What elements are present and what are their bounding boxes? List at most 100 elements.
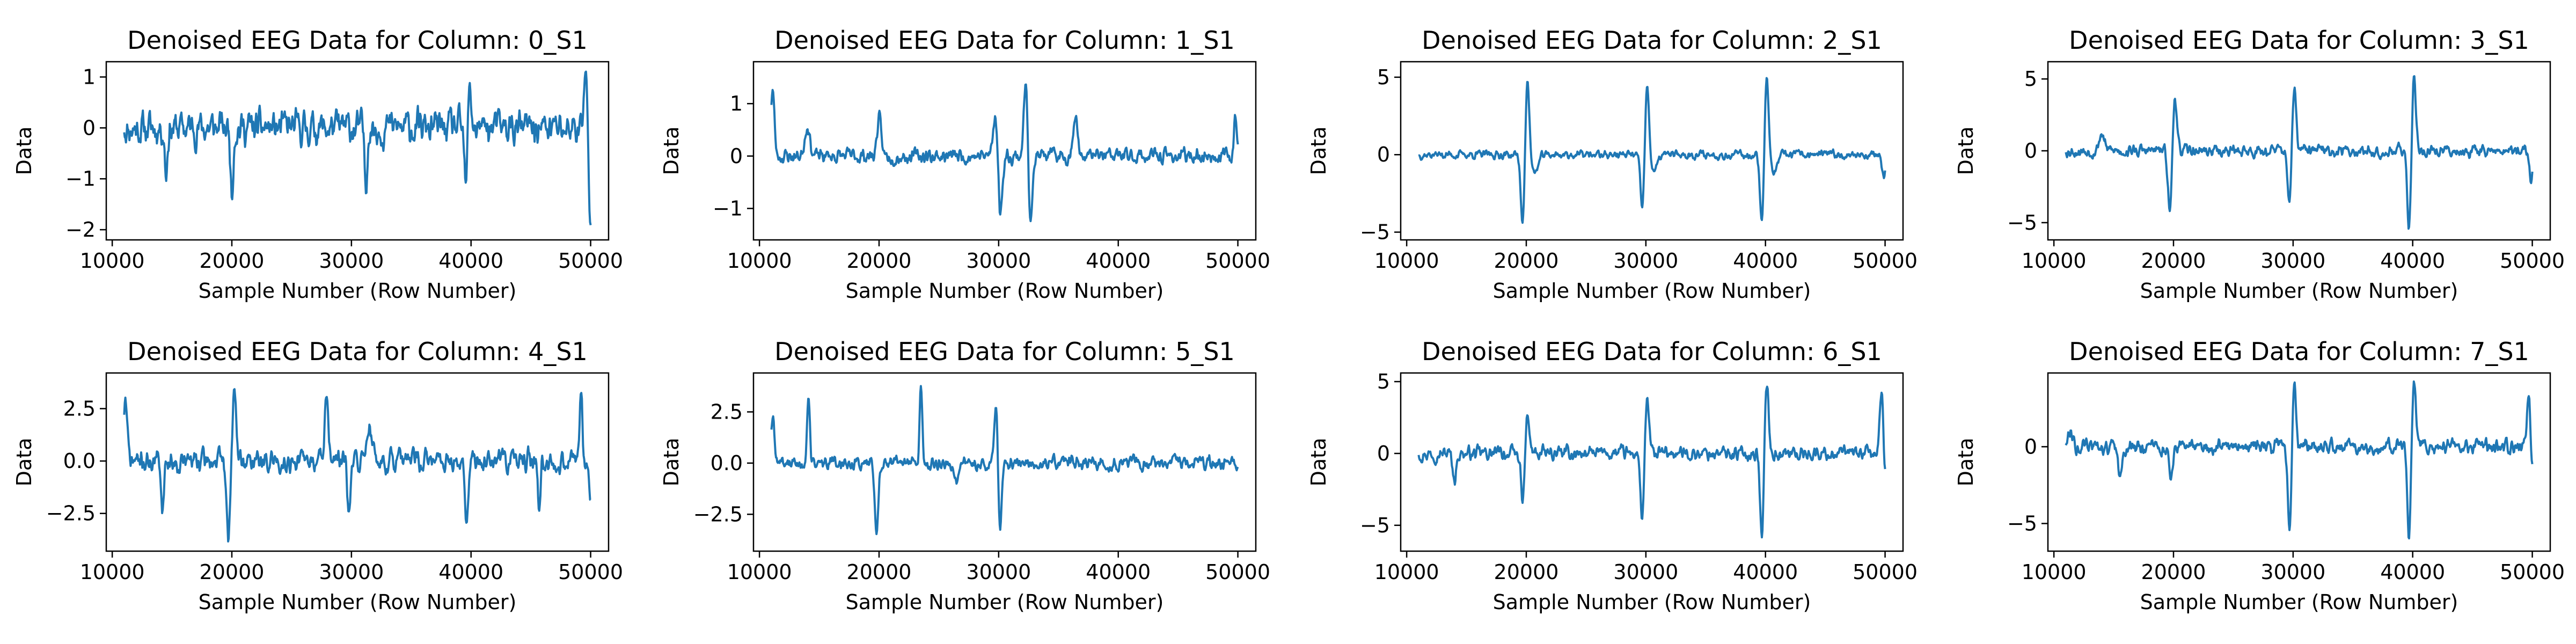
x-tick-label: 30000 (1613, 560, 1678, 584)
x-tick-label: 40000 (1733, 249, 1798, 273)
x-axis-label: Sample Number (Row Number) (199, 590, 517, 614)
y-tick-label: 5 (1377, 370, 1390, 393)
x-tick-label: 50000 (1205, 560, 1270, 584)
y-axis-label: Data (660, 127, 683, 175)
x-tick-label: 30000 (1613, 249, 1678, 273)
y-tick-label: 2.5 (711, 400, 743, 424)
y-tick-label: 0.0 (63, 449, 96, 473)
y-axis-label: Data (12, 127, 36, 175)
y-axis-label: Data (1307, 438, 1330, 487)
series-line-3_S1 (2065, 75, 2534, 230)
y-tick-label: 5 (1377, 65, 1390, 89)
y-tick-label: 0 (2024, 435, 2037, 458)
x-axis-label: Sample Number (Row Number) (2140, 590, 2458, 614)
subplot-title: Denoised EEG Data for Column: 2_S1 (1422, 26, 1882, 55)
x-tick-label: 10000 (1374, 249, 1439, 273)
subplot-1: Denoised EEG Data for Column: 1_S1 10000 2… (660, 26, 1270, 303)
subplot-title: Denoised EEG Data for Column: 4_S1 (127, 337, 588, 366)
axes-frame (2047, 372, 2551, 552)
series-line-6_S1 (1417, 385, 1886, 539)
x-tick-label: 30000 (2260, 249, 2325, 273)
x-tick-label: 50000 (558, 560, 623, 584)
x-tick-label: 30000 (2260, 560, 2325, 584)
x-tick-label: 30000 (966, 560, 1031, 584)
x-axis-label: Sample Number (Row Number) (846, 590, 1164, 614)
y-axis-label: Data (1954, 438, 1978, 487)
subplot-0: Denoised EEG Data for Column: 0_S1 10000 2… (12, 26, 623, 303)
x-tick-label: 20000 (2141, 560, 2206, 584)
y-tick-label: −5 (1360, 514, 1390, 537)
series-line-5_S1 (770, 385, 1239, 536)
subplot-3: Denoised EEG Data for Column: 3_S1 10000 2… (1954, 26, 2565, 303)
series-line-2_S1 (1418, 77, 1886, 224)
x-tick-label: 20000 (847, 560, 912, 584)
y-tick-label: 0 (2024, 139, 2037, 163)
subplot-title: Denoised EEG Data for Column: 3_S1 (2069, 26, 2529, 55)
x-tick-label: 40000 (2380, 249, 2445, 273)
y-tick-label: 2.5 (63, 397, 96, 420)
series-line-7_S1 (2065, 380, 2534, 540)
axes-frame (105, 372, 610, 552)
x-tick-label: 30000 (966, 249, 1031, 273)
x-tick-label: 10000 (2022, 560, 2087, 584)
axes-frame (1400, 61, 1904, 241)
axes-frame (1400, 372, 1904, 552)
y-tick-label: −1 (713, 196, 743, 220)
x-tick-label: 10000 (727, 560, 792, 584)
x-tick-label: 50000 (1853, 560, 1918, 584)
y-tick-label: 0 (1377, 143, 1390, 166)
subplot-2: Denoised EEG Data for Column: 2_S1 10000 2… (1307, 26, 1918, 303)
x-tick-label: 50000 (558, 249, 623, 273)
y-axis-label: Data (12, 438, 36, 487)
x-tick-label: 50000 (2500, 249, 2565, 273)
x-axis-label: Sample Number (Row Number) (1493, 279, 1811, 303)
axes-frame (752, 61, 1257, 241)
y-tick-label: −2.5 (46, 502, 96, 525)
x-tick-label: 10000 (80, 249, 145, 273)
subplot-title: Denoised EEG Data for Column: 7_S1 (2069, 337, 2529, 366)
subplot-7: Denoised EEG Data for Column: 7_S1 10000 2… (1954, 337, 2565, 614)
x-tick-label: 50000 (2500, 560, 2565, 584)
subplot-title: Denoised EEG Data for Column: 6_S1 (1422, 337, 1882, 366)
y-tick-label: 1 (730, 92, 743, 115)
x-tick-label: 40000 (1086, 560, 1151, 584)
y-tick-label: 0 (1377, 442, 1390, 465)
x-axis-label: Sample Number (Row Number) (846, 279, 1164, 303)
subplot-title: Denoised EEG Data for Column: 0_S1 (127, 26, 588, 55)
y-tick-label: 1 (83, 65, 96, 89)
x-tick-label: 30000 (319, 249, 384, 273)
x-tick-label: 20000 (1494, 249, 1559, 273)
y-tick-label: −5 (1360, 221, 1390, 244)
y-tick-label: −2 (65, 218, 96, 241)
y-tick-label: 0 (730, 144, 743, 168)
x-tick-label: 20000 (200, 249, 265, 273)
series-line-0_S1 (123, 70, 592, 225)
y-tick-label: −2.5 (693, 502, 743, 526)
x-tick-label: 40000 (2380, 560, 2445, 584)
x-tick-label: 40000 (1086, 249, 1151, 273)
y-axis-label: Data (1954, 127, 1978, 175)
x-tick-label: 50000 (1853, 249, 1918, 273)
y-tick-label: 0 (83, 116, 96, 140)
x-tick-label: 10000 (80, 560, 145, 584)
subplot-5: Denoised EEG Data for Column: 5_S1 10000 2… (660, 337, 1270, 614)
subplot-title: Denoised EEG Data for Column: 5_S1 (774, 337, 1235, 366)
x-tick-label: 10000 (727, 249, 792, 273)
y-tick-label: −5 (2007, 211, 2037, 235)
subplot-4: Denoised EEG Data for Column: 4_S1 10000 2… (12, 337, 623, 614)
x-tick-label: 20000 (1494, 560, 1559, 584)
x-axis-label: Sample Number (Row Number) (199, 279, 517, 303)
x-tick-label: 30000 (319, 560, 384, 584)
x-tick-label: 10000 (1374, 560, 1439, 584)
y-tick-label: 5 (2024, 67, 2037, 91)
y-tick-label: −5 (2007, 511, 2037, 535)
x-tick-label: 20000 (200, 560, 265, 584)
subplot-title: Denoised EEG Data for Column: 1_S1 (774, 26, 1235, 55)
x-tick-label: 10000 (2022, 249, 2087, 273)
x-tick-label: 40000 (1733, 560, 1798, 584)
x-tick-label: 20000 (2141, 249, 2206, 273)
x-tick-label: 40000 (438, 249, 503, 273)
x-tick-label: 50000 (1205, 249, 1270, 273)
y-tick-label: 0.0 (711, 451, 743, 475)
